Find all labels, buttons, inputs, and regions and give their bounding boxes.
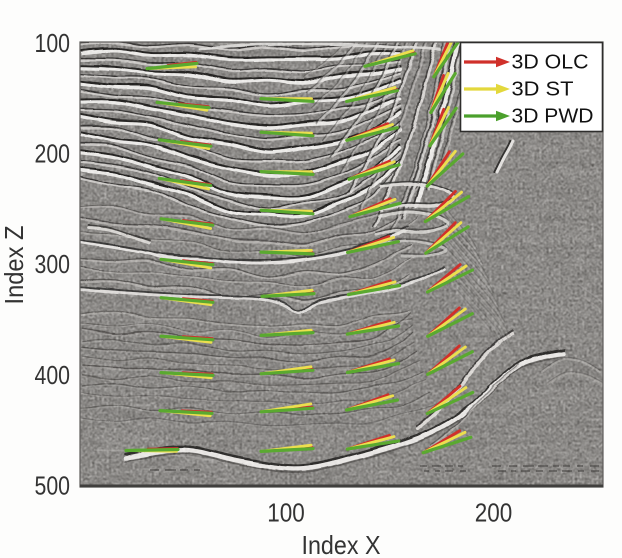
svg-text:3D OLC: 3D OLC bbox=[512, 51, 589, 74]
svg-text:Index X: Index X bbox=[302, 530, 381, 558]
svg-text:3D PWD: 3D PWD bbox=[512, 105, 594, 128]
svg-text:500: 500 bbox=[35, 473, 71, 501]
svg-text:200: 200 bbox=[35, 140, 71, 168]
svg-text:Index Z: Index Z bbox=[0, 225, 29, 304]
svg-text:400: 400 bbox=[35, 362, 71, 390]
svg-text:300: 300 bbox=[35, 251, 71, 279]
svg-text:100: 100 bbox=[267, 500, 305, 528]
svg-text:3D ST: 3D ST bbox=[512, 78, 574, 101]
svg-text:200: 200 bbox=[475, 500, 513, 528]
svg-text:100: 100 bbox=[35, 30, 71, 58]
